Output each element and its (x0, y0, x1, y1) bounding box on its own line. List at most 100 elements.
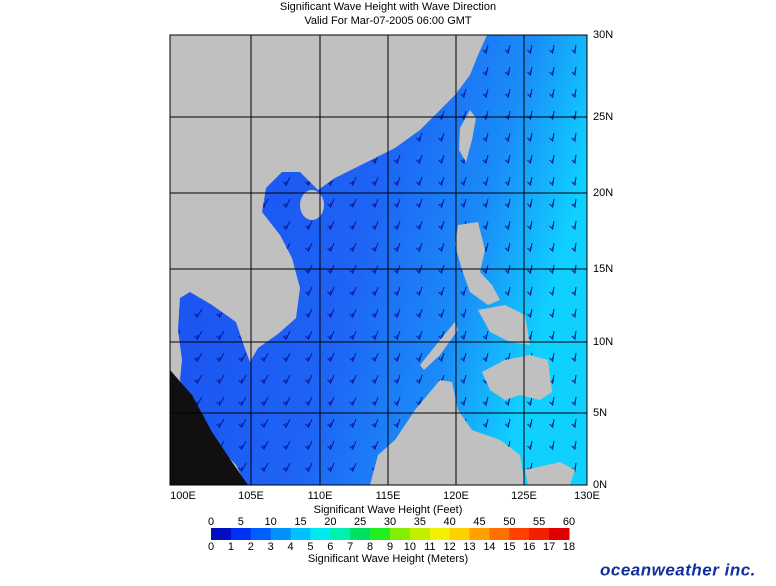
arrow (571, 176, 577, 187)
logo: oceanweather inc. (600, 560, 756, 579)
arrow (438, 286, 445, 297)
arrow (527, 286, 533, 297)
meters-title: Significant Wave Height (Meters) (308, 553, 468, 565)
longitude-label: 100E (170, 490, 196, 502)
arrow (571, 242, 577, 253)
arrow (504, 286, 511, 297)
arrow (282, 374, 291, 385)
color-cell (429, 528, 451, 540)
arrow (527, 176, 533, 187)
arrow (393, 198, 401, 209)
arrow (349, 462, 357, 473)
color-cell (270, 528, 292, 540)
feet-label: 35 (414, 516, 426, 528)
color-cell (390, 528, 411, 540)
feet-label: 45 (473, 516, 485, 528)
meters-label: 2 (248, 541, 254, 553)
arrow (482, 132, 489, 143)
arrow (393, 308, 401, 319)
map-frame (169, 34, 588, 486)
arrow (460, 88, 467, 99)
arrow (549, 330, 555, 341)
meters-label: 12 (444, 541, 456, 553)
land-taiwan (459, 110, 476, 162)
longitude-label: 105E (238, 490, 264, 502)
arrow (260, 396, 269, 407)
color-cell (211, 528, 232, 540)
graticule (170, 35, 587, 485)
arrow (571, 418, 577, 429)
arrow (349, 440, 357, 451)
arrow (349, 418, 357, 429)
arrow (327, 286, 335, 297)
arrow (216, 374, 225, 385)
latitude-label: 10N (593, 336, 613, 348)
arrow (482, 66, 489, 77)
arrow (549, 88, 555, 99)
arrow (549, 396, 555, 407)
arrow (371, 352, 379, 363)
arrow (549, 132, 555, 143)
arrow (349, 352, 357, 363)
arrow (327, 330, 335, 341)
arrow (371, 308, 379, 319)
arrow (549, 44, 555, 55)
arrow (371, 396, 379, 407)
arrow (282, 418, 291, 429)
latitude-label: 25N (593, 111, 613, 123)
arrow (438, 308, 445, 319)
arrow (527, 154, 533, 165)
arrow (349, 374, 357, 385)
arrow (238, 418, 247, 429)
arrow (349, 308, 357, 319)
arrow (393, 352, 401, 363)
meters-label: 7 (347, 541, 353, 553)
land-hainan (300, 190, 324, 220)
meters-label: 14 (483, 541, 495, 553)
meters-label: 15 (503, 541, 515, 553)
meters-label: 9 (387, 541, 393, 553)
land-sulawesi (525, 462, 575, 485)
arrow (193, 374, 203, 385)
feet-label: 30 (384, 516, 396, 528)
arrow (438, 352, 445, 363)
arrow (416, 176, 423, 187)
meters-label: 18 (563, 541, 575, 553)
arrow (349, 198, 357, 209)
arrow (460, 286, 467, 297)
arrow (305, 220, 313, 231)
meters-label: 17 (543, 541, 555, 553)
color-cell (250, 528, 272, 540)
arrow (305, 308, 313, 319)
arrow (504, 154, 511, 165)
map-title: Significant Wave Height with Wave Direct… (280, 1, 496, 13)
color-cell (230, 528, 252, 540)
color-cell (529, 528, 550, 540)
arrow (504, 418, 511, 429)
arrow (416, 242, 423, 253)
arrow (527, 66, 533, 77)
arrow (549, 374, 555, 385)
arrow (327, 308, 335, 319)
land-luzon (455, 222, 500, 305)
meters-label: 3 (268, 541, 274, 553)
arrow (327, 396, 335, 407)
arrow (416, 330, 423, 341)
arrow (327, 462, 335, 473)
arrow (438, 176, 445, 187)
color-cell (509, 528, 530, 540)
arrow (349, 242, 357, 253)
arrow (549, 66, 555, 77)
arrow (371, 176, 379, 187)
arrow (305, 330, 313, 341)
arrow (416, 220, 423, 231)
arrow (327, 374, 335, 385)
arrow (305, 396, 313, 407)
color-cell (409, 528, 431, 540)
arrow (416, 154, 423, 165)
arrow (416, 286, 423, 297)
arrow (527, 242, 533, 253)
arrow (238, 462, 247, 473)
land-sumatra (170, 370, 248, 485)
arrow (393, 330, 401, 341)
